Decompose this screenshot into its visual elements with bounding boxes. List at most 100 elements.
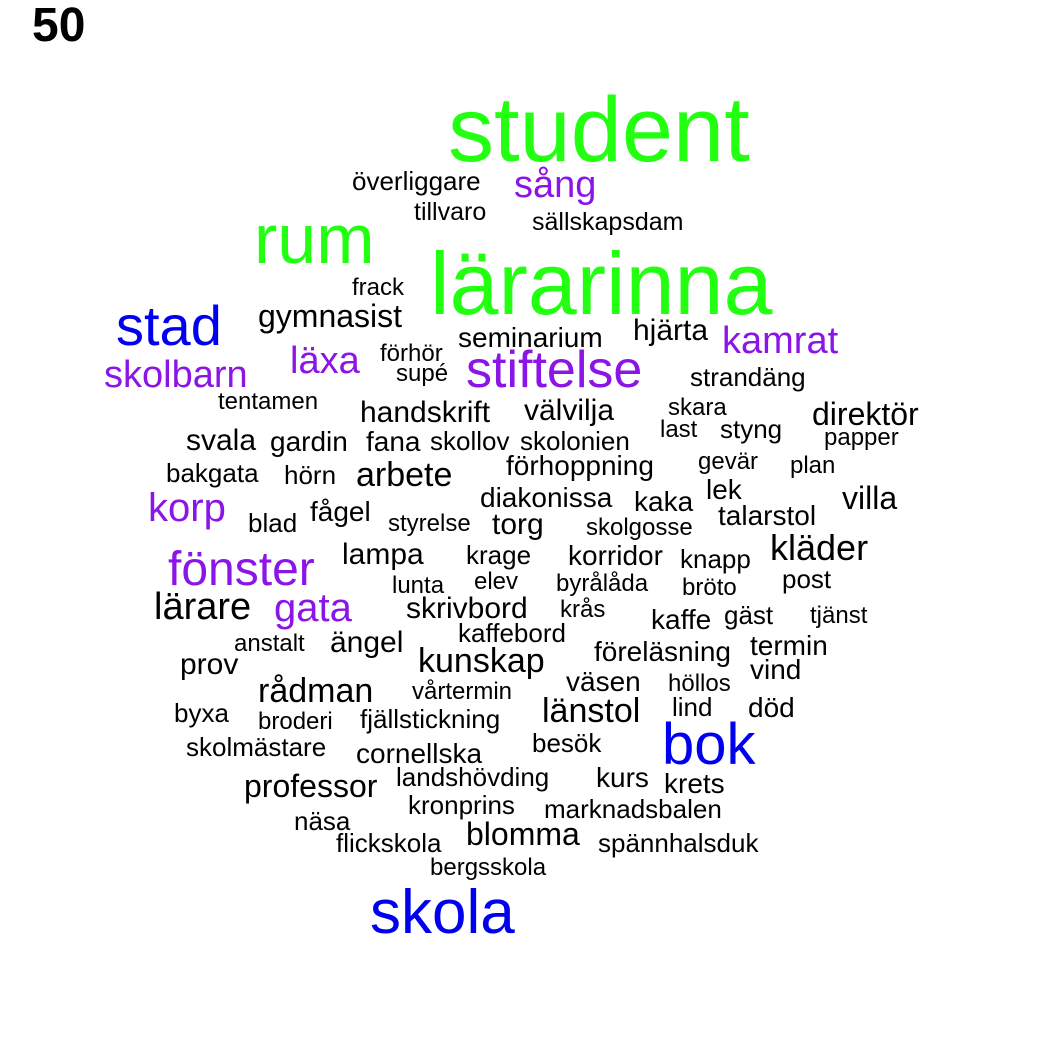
word-vasen: väsen <box>566 666 641 697</box>
word-laxa: läxa <box>290 340 360 382</box>
word-cornellska: cornellska <box>356 738 483 769</box>
word-larare: lärare <box>154 586 252 628</box>
word-skola: skola <box>370 878 515 947</box>
word-byralada: byrålåda <box>556 570 649 597</box>
word-blomma: blomma <box>466 816 580 852</box>
word-tjanst: tjänst <box>810 602 868 629</box>
word-forelasning: föreläsning <box>594 636 731 667</box>
word-supe: supé <box>396 360 449 387</box>
word-kurs: kurs <box>596 762 649 793</box>
word-marknadsbalen: marknadsbalen <box>544 794 722 824</box>
word-skolonien: skolonien <box>520 426 630 456</box>
word-styng: styng <box>720 414 783 444</box>
word-blad: blad <box>248 508 298 538</box>
word-krets: krets <box>664 768 725 799</box>
word-radman: rådman <box>258 672 374 710</box>
word-gymnasist: gymnasist <box>258 298 403 334</box>
word-spannhalsduk: spännhalsduk <box>598 828 759 858</box>
word-skolgosse: skolgosse <box>586 514 693 541</box>
word-overliggare: överliggare <box>352 166 481 196</box>
word-fonster: fönster <box>168 543 315 596</box>
word-skrivbord: skrivbord <box>406 592 528 625</box>
word-plan: plan <box>790 452 836 479</box>
word-svala: svala <box>186 424 257 457</box>
word-bakgata: bakgata <box>166 458 259 488</box>
word-villa: villa <box>842 480 898 516</box>
word-lind: lind <box>672 692 713 722</box>
word-styrelse: styrelse <box>388 510 471 537</box>
word-last: last <box>660 416 698 443</box>
word-gast: gäst <box>724 600 774 630</box>
word-nasa: näsa <box>294 806 351 836</box>
word-post: post <box>782 564 832 594</box>
word-stiftelse: stiftelse <box>466 341 643 399</box>
word-skolbarn: skolbarn <box>104 354 248 396</box>
word-bok: bok <box>662 712 756 777</box>
word-kaka: kaka <box>634 486 694 517</box>
word-stad: stad <box>116 294 222 357</box>
word-klader: kläder <box>770 527 869 568</box>
word-kaffebord: kaffebord <box>458 618 566 648</box>
word-dod: död <box>748 692 795 723</box>
word-forhoppning: förhoppning <box>506 450 654 481</box>
word-landshovding: landshövding <box>396 762 550 792</box>
word-direktor: direktör <box>812 396 919 432</box>
word-lararinna: lärarinna <box>430 234 773 333</box>
word-lanstol: länstol <box>542 692 641 730</box>
word-flickskola: flickskola <box>336 828 442 858</box>
word-talarstol: talarstol <box>718 500 817 531</box>
word-vind: vind <box>750 654 802 685</box>
word-papper: papper <box>824 424 899 451</box>
word-fana: fana <box>366 426 421 457</box>
word-lunta: lunta <box>392 572 445 599</box>
word-hjarta: hjärta <box>633 314 709 347</box>
word-anstalt: anstalt <box>234 630 305 657</box>
word-kras: krås <box>560 596 606 623</box>
word-gata: gata <box>274 586 352 630</box>
word-besok: besök <box>532 728 602 758</box>
word-gardin: gardin <box>270 426 348 457</box>
word-kamrat: kamrat <box>722 320 839 362</box>
word-broderi: broderi <box>258 708 333 735</box>
word-tentamen: tentamen <box>218 388 319 415</box>
word-termin: termin <box>750 630 828 661</box>
word-tillvaro: tillvaro <box>414 198 487 226</box>
word-kaffe: kaffe <box>651 604 712 635</box>
word-skollov: skollov <box>430 426 510 456</box>
word-kunskap: kunskap <box>418 642 545 680</box>
word-sang: sång <box>514 164 597 206</box>
word-torg: torg <box>492 508 544 541</box>
word-hollos: höllos <box>668 670 731 697</box>
word-prov: prov <box>180 648 239 681</box>
word-angel: ängel <box>330 626 404 659</box>
word-vartermin: vårtermin <box>412 678 513 705</box>
word-seminarium: seminarium <box>458 322 603 353</box>
word-skara: skara <box>668 394 727 421</box>
word-handskrift: handskrift <box>360 396 491 429</box>
word-korp: korp <box>148 486 226 530</box>
word-fjallstickning: fjällstickning <box>360 704 501 734</box>
word-arbete: arbete <box>356 456 453 494</box>
word-diakonissa: diakonissa <box>480 482 613 513</box>
word-krage: krage <box>466 540 532 570</box>
word-horn: hörn <box>284 460 337 490</box>
word-frack: frack <box>352 274 405 301</box>
word-professor: professor <box>244 768 378 804</box>
page-number: 50 <box>32 0 86 52</box>
word-fagel: fågel <box>310 496 371 527</box>
word-forhor: förhör <box>380 340 443 367</box>
word-sallskapsdam: sällskapsdam <box>532 208 684 236</box>
word-lampa: lampa <box>342 538 424 571</box>
word-korridor: korridor <box>568 540 663 571</box>
word-knapp: knapp <box>680 544 751 574</box>
word-student: student <box>448 79 750 181</box>
word-byxa: byxa <box>174 698 229 728</box>
word-lek: lek <box>706 474 742 505</box>
word-gevar: gevär <box>698 448 759 475</box>
word-strandang: strandäng <box>690 362 806 392</box>
word-skolmastare: skolmästare <box>186 732 327 762</box>
word-bergsskola: bergsskola <box>430 854 547 881</box>
word-broto: bröto <box>682 574 737 601</box>
